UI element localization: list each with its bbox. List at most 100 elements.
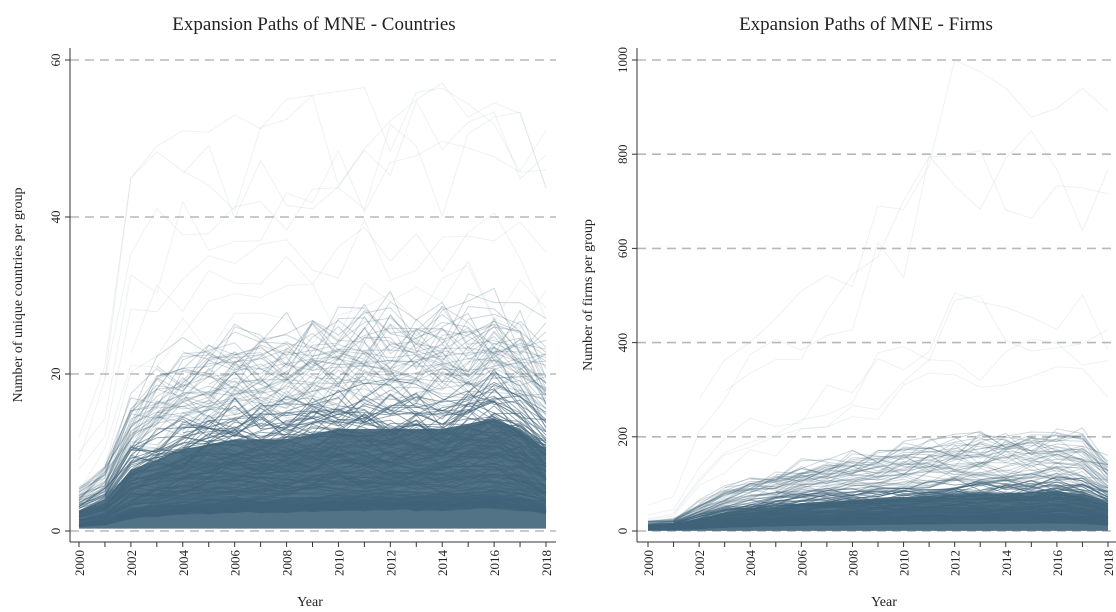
countries-path-line bbox=[156, 350, 547, 423]
countries-path-line bbox=[182, 99, 547, 220]
firms-path-line bbox=[775, 428, 1109, 476]
countries-path-line bbox=[208, 362, 547, 407]
firms-path-line bbox=[775, 437, 1109, 484]
countries-path-line bbox=[182, 290, 547, 361]
firms-chart-title: Expansion Paths of MNE - Firms bbox=[739, 14, 993, 35]
firms-path-line bbox=[698, 440, 1109, 510]
firms-x-tick-label: 2012 bbox=[948, 550, 963, 576]
countries-path-line bbox=[78, 315, 547, 491]
countries-x-tick-label: 2004 bbox=[176, 550, 191, 577]
countries-path-line bbox=[78, 372, 547, 508]
countries-path-line bbox=[78, 400, 547, 509]
countries-grid bbox=[70, 59, 556, 532]
firms-x-tick-label: 2006 bbox=[794, 550, 809, 577]
firms-y-tick-label: 400 bbox=[615, 333, 630, 353]
countries-y-tick-label: 0 bbox=[48, 528, 63, 535]
firms-path-line bbox=[750, 434, 1109, 482]
firms-y-tick-label: 600 bbox=[615, 239, 630, 259]
countries-path-line bbox=[78, 218, 547, 470]
countries-path-line bbox=[130, 367, 547, 457]
countries-path-line bbox=[78, 111, 547, 461]
firms-path-line bbox=[647, 432, 1109, 523]
countries-path-line bbox=[208, 336, 547, 388]
countries-x-tick-label: 2018 bbox=[539, 550, 554, 576]
countries-path-line bbox=[104, 82, 547, 379]
countries-path-line bbox=[130, 351, 547, 450]
countries-y-tick-label: 20 bbox=[48, 368, 63, 381]
countries-path-line bbox=[78, 346, 547, 498]
firms-dense-mass bbox=[648, 491, 1108, 531]
countries-path-line bbox=[104, 377, 547, 486]
countries-path-line bbox=[78, 323, 547, 502]
countries-x-ticks: 2000 2002 2004 2006 2008 2010 2012 2014 2016 2018 bbox=[72, 542, 554, 576]
firms-path-line bbox=[647, 431, 1109, 523]
countries-path-line bbox=[78, 356, 547, 498]
countries-x-tick-label: 2016 bbox=[487, 550, 502, 577]
firms-path-line bbox=[647, 461, 1109, 524]
firms-y-axis-label: Number of firms per group bbox=[581, 219, 596, 371]
countries-path-line bbox=[156, 364, 547, 423]
firms-grid bbox=[637, 59, 1116, 532]
countries-path-line bbox=[78, 307, 547, 501]
firms-x-tick-label: 2000 bbox=[641, 550, 656, 576]
countries-path-line bbox=[78, 301, 547, 490]
firms-y-tick-label: 800 bbox=[615, 144, 630, 164]
firms-path-line bbox=[647, 338, 1109, 520]
countries-path-line bbox=[78, 341, 547, 500]
firms-path-line bbox=[724, 150, 1109, 393]
countries-path-line bbox=[78, 330, 547, 496]
countries-path-line bbox=[78, 392, 547, 508]
countries-x-tick-label: 2014 bbox=[435, 550, 450, 577]
firms-path-line bbox=[647, 130, 1109, 506]
countries-path-line bbox=[78, 338, 547, 495]
countries-path-line bbox=[78, 264, 547, 488]
firms-y-tick-label: 200 bbox=[615, 427, 630, 447]
firms-x-tick-label: 2004 bbox=[743, 550, 758, 577]
countries-path-line bbox=[78, 346, 547, 498]
firms-path-line bbox=[673, 472, 1109, 523]
firms-path-line bbox=[647, 460, 1109, 524]
firms-x-tick-label: 2014 bbox=[999, 550, 1014, 577]
countries-path-line bbox=[130, 318, 547, 413]
countries-path-line bbox=[130, 374, 547, 451]
countries-path-line bbox=[78, 313, 547, 493]
firms-path-line bbox=[775, 441, 1109, 489]
countries-path-line bbox=[130, 212, 547, 354]
countries-x-axis-label: Year bbox=[297, 595, 323, 610]
firms-path-line bbox=[698, 59, 1109, 400]
firms-path-line bbox=[647, 450, 1109, 525]
countries-path-line bbox=[104, 312, 547, 484]
countries-x-tick-label: 2012 bbox=[383, 550, 398, 576]
firms-x-ticks: 2000 2002 2004 2006 2008 2010 2012 2014 2016 2018 bbox=[641, 542, 1116, 576]
firms-path-line bbox=[647, 431, 1109, 523]
countries-path-line bbox=[130, 309, 547, 423]
countries-chart-title: Expansion Paths of MNE - Countries bbox=[172, 14, 455, 35]
firms-path-line bbox=[647, 434, 1109, 522]
firms-x-tick-label: 2008 bbox=[845, 550, 860, 576]
firms-path-line bbox=[698, 437, 1109, 504]
firms-path-line bbox=[647, 432, 1109, 522]
firms-path-line bbox=[673, 461, 1109, 523]
countries-path-line bbox=[182, 342, 547, 392]
countries-path-line bbox=[156, 383, 547, 452]
firms-x-tick-label: 2002 bbox=[692, 550, 707, 576]
firms-path-line bbox=[724, 448, 1109, 502]
countries-path-line bbox=[104, 322, 547, 474]
firms-x-tick-label: 2016 bbox=[1050, 550, 1065, 577]
firms-y-ticks: 0 200 400 600 800 1000 bbox=[615, 47, 637, 534]
countries-path-line bbox=[78, 351, 547, 504]
firms-path-line bbox=[749, 441, 1109, 493]
countries-path-line bbox=[78, 305, 547, 490]
countries-path-line bbox=[78, 326, 547, 499]
firms-path-line bbox=[647, 444, 1109, 522]
countries-path-line bbox=[78, 328, 547, 493]
countries-series-lines bbox=[78, 82, 547, 529]
countries-path-line bbox=[78, 366, 547, 503]
firms-path-line bbox=[775, 467, 1109, 499]
firms-path-line bbox=[647, 478, 1109, 527]
countries-path-line bbox=[78, 335, 547, 496]
countries-chart-panel: Expansion Paths of MNE - Countries Numbe… bbox=[11, 14, 556, 610]
countries-path-line bbox=[156, 324, 547, 378]
firms-y-tick-label: 0 bbox=[615, 528, 630, 535]
